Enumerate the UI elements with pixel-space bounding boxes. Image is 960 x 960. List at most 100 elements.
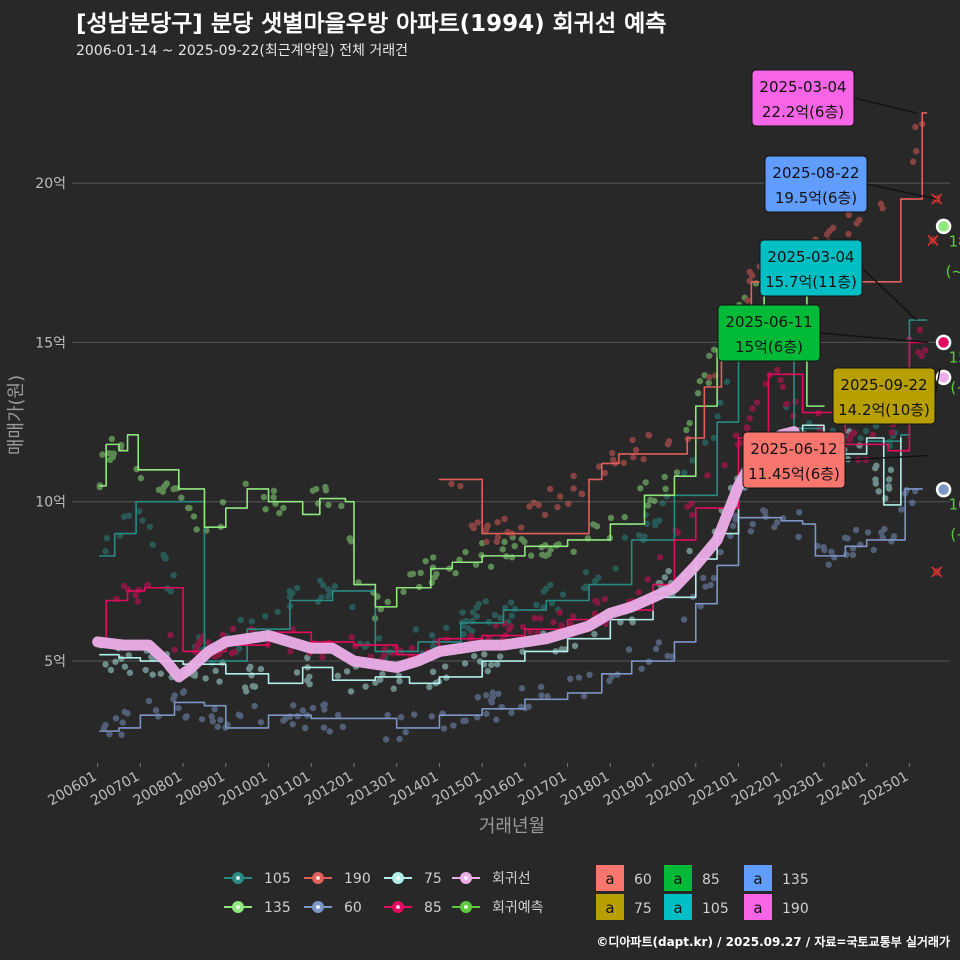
scatter-point bbox=[710, 346, 718, 353]
scatter-point bbox=[652, 645, 660, 653]
scatter-point bbox=[260, 493, 268, 501]
scatter-point bbox=[459, 609, 466, 616]
scatter-point bbox=[732, 432, 740, 439]
scatter-point bbox=[301, 724, 309, 732]
scatter-point bbox=[112, 658, 119, 666]
scatter-point bbox=[198, 716, 206, 723]
scatter-point bbox=[762, 513, 769, 520]
scatter-point bbox=[160, 551, 167, 559]
scatter-point bbox=[489, 689, 497, 696]
scatter-point bbox=[125, 512, 133, 519]
prediction-point bbox=[935, 334, 952, 351]
scatter-point bbox=[219, 498, 227, 506]
scatter-point bbox=[887, 466, 895, 474]
scatter-point bbox=[390, 685, 397, 692]
scatter-point bbox=[493, 661, 501, 668]
scatter-point bbox=[146, 523, 154, 531]
legend-dot-center bbox=[396, 876, 400, 880]
scatter-point bbox=[656, 554, 664, 561]
legend-label: 105 bbox=[264, 871, 291, 887]
scatter-point bbox=[873, 462, 880, 469]
callout-box bbox=[832, 367, 936, 425]
scatter-point bbox=[795, 509, 803, 516]
scatter-point bbox=[309, 487, 317, 494]
scatter-point bbox=[714, 413, 721, 420]
scatter-point bbox=[493, 716, 500, 723]
scatter-point bbox=[595, 463, 603, 470]
scatter-point bbox=[845, 211, 852, 219]
scatter-point bbox=[484, 522, 491, 529]
scatter-point bbox=[710, 434, 718, 442]
legend-fill-key bbox=[744, 865, 772, 891]
scatter-point bbox=[635, 532, 643, 539]
scatter-point bbox=[276, 509, 283, 517]
scatter-point bbox=[620, 459, 627, 467]
scatter-point bbox=[456, 556, 463, 563]
scatter-point bbox=[762, 380, 769, 388]
scatter-point bbox=[171, 646, 178, 653]
scatter-point bbox=[397, 714, 405, 721]
scatter-point bbox=[197, 637, 204, 645]
scatter-point bbox=[99, 451, 106, 458]
legend-label: 85 bbox=[702, 872, 720, 888]
scatter-point bbox=[875, 488, 882, 495]
scatter-point bbox=[591, 630, 598, 638]
scatter-point bbox=[688, 511, 696, 519]
scatter-point bbox=[382, 736, 390, 743]
chart-title: [성남분당구] 분당 샛별마을우방 아파트(1994) 회귀선 예측 bbox=[76, 11, 667, 37]
scatter-point bbox=[270, 494, 277, 501]
scatter-point bbox=[761, 508, 769, 515]
outlier-x-mark bbox=[927, 234, 939, 247]
prediction-area: (~135㎡) bbox=[946, 262, 960, 280]
legend-label: 105 bbox=[702, 901, 729, 917]
scatter-point bbox=[632, 446, 640, 454]
scatter-point bbox=[214, 723, 221, 730]
scatter-point bbox=[570, 548, 577, 556]
source-credit: ©디아파트(dapt.kr) / 2025.09.27 / 자료=국토교통부 실… bbox=[596, 935, 950, 949]
scatter-point bbox=[729, 522, 737, 530]
scatter-point bbox=[237, 616, 244, 624]
scatter-point bbox=[637, 485, 644, 492]
scatter-point bbox=[517, 524, 525, 531]
scatter-point bbox=[625, 646, 633, 653]
legend-label: 60 bbox=[634, 872, 652, 888]
scatter-point bbox=[518, 536, 526, 543]
scatter-point bbox=[661, 473, 668, 481]
scatter-point bbox=[375, 635, 383, 642]
scatter-point bbox=[547, 581, 554, 589]
scatter-point bbox=[229, 625, 237, 633]
scatter-point bbox=[163, 480, 171, 487]
scatter-point bbox=[606, 677, 613, 685]
scatter-point bbox=[299, 707, 307, 714]
legend-dot-center bbox=[316, 905, 320, 909]
scatter-point bbox=[662, 485, 669, 493]
scatter-point bbox=[696, 377, 704, 385]
scatter-point bbox=[753, 399, 761, 406]
chart-subtitle: 2006-01-14 ~ 2025-09-22(최근계약일) 전체 거래건 bbox=[76, 43, 408, 59]
scatter-point bbox=[601, 595, 608, 603]
legend-dot-center bbox=[464, 905, 468, 909]
scatter-point bbox=[497, 653, 504, 660]
scatter-point bbox=[249, 683, 257, 690]
series-line-135 bbox=[98, 255, 825, 608]
scatter-point bbox=[107, 666, 115, 674]
scatter-point bbox=[747, 528, 755, 535]
scatter-point bbox=[448, 480, 455, 488]
scatter-point bbox=[508, 612, 516, 619]
scatter-point bbox=[644, 576, 652, 583]
y-tick-label: 5억 bbox=[44, 654, 66, 670]
callout-price: 14.2억(10층) bbox=[838, 401, 930, 419]
scatter-point bbox=[845, 230, 852, 238]
scatter-point bbox=[433, 570, 440, 578]
scatter-point bbox=[106, 456, 114, 464]
scatter-point bbox=[559, 591, 567, 598]
scatter-point bbox=[175, 704, 182, 712]
legend-dot-center bbox=[464, 876, 468, 880]
legend-fill-glyph: a bbox=[753, 899, 762, 917]
scatter-point bbox=[202, 675, 209, 682]
scatter-point bbox=[384, 711, 391, 719]
scatter-point bbox=[306, 673, 313, 680]
callout-price: 15.7억(11층) bbox=[765, 273, 857, 291]
scatter-point bbox=[157, 670, 165, 677]
scatter-point bbox=[372, 679, 379, 686]
